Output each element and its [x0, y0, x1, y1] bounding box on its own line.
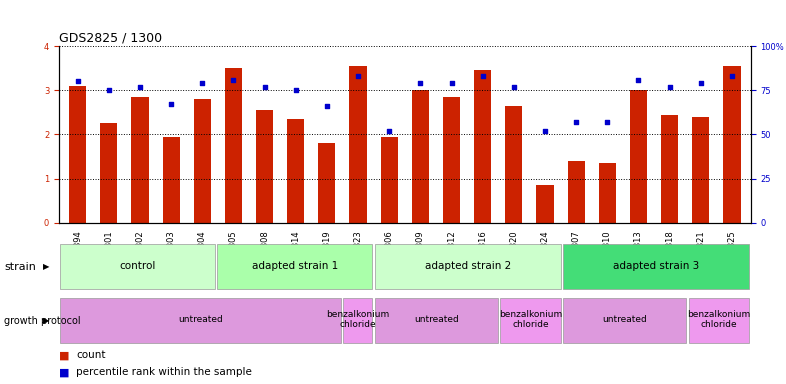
Bar: [501, 298, 560, 343]
Text: adapted strain 1: adapted strain 1: [252, 261, 338, 271]
Text: untreated: untreated: [414, 315, 458, 324]
Point: [102, 87, 115, 93]
Bar: [692, 117, 709, 223]
Point: [570, 119, 582, 125]
Bar: [564, 298, 686, 343]
Bar: [474, 70, 491, 223]
Point: [259, 84, 271, 90]
Text: count: count: [76, 350, 106, 360]
Point: [414, 80, 427, 86]
Text: untreated: untreated: [178, 315, 222, 324]
Point: [72, 78, 84, 84]
Text: benzalkonium
chloride: benzalkonium chloride: [499, 310, 562, 329]
Point: [196, 80, 208, 86]
Bar: [412, 90, 429, 223]
Point: [695, 80, 707, 86]
Bar: [375, 298, 498, 343]
Text: benzalkonium
chloride: benzalkonium chloride: [326, 310, 389, 329]
Bar: [218, 245, 372, 290]
Point: [725, 73, 738, 79]
Point: [476, 73, 489, 79]
Point: [321, 103, 333, 109]
Point: [134, 84, 146, 90]
Text: strain: strain: [4, 262, 36, 272]
Text: adapted strain 2: adapted strain 2: [424, 261, 511, 271]
Bar: [567, 161, 585, 223]
Point: [289, 87, 302, 93]
Bar: [61, 298, 340, 343]
Point: [632, 76, 645, 83]
Point: [227, 76, 240, 83]
Point: [445, 80, 457, 86]
Bar: [564, 245, 749, 290]
Text: ▶: ▶: [43, 316, 50, 325]
Point: [383, 128, 395, 134]
Bar: [225, 68, 242, 223]
Bar: [287, 119, 304, 223]
Bar: [380, 137, 398, 223]
Text: percentile rank within the sample: percentile rank within the sample: [76, 367, 252, 377]
Text: ■: ■: [59, 350, 69, 360]
Bar: [69, 86, 86, 223]
Bar: [536, 185, 553, 223]
Bar: [256, 110, 274, 223]
Point: [601, 119, 614, 125]
Bar: [343, 298, 372, 343]
Text: adapted strain 3: adapted strain 3: [613, 261, 700, 271]
Bar: [350, 66, 366, 223]
Bar: [443, 97, 460, 223]
Bar: [131, 97, 149, 223]
Bar: [505, 106, 523, 223]
Point: [508, 84, 520, 90]
Bar: [661, 114, 678, 223]
Text: untreated: untreated: [603, 315, 647, 324]
Text: benzalkonium
chloride: benzalkonium chloride: [688, 310, 751, 329]
Text: GDS2825 / 1300: GDS2825 / 1300: [59, 32, 162, 45]
Text: ▶: ▶: [43, 262, 50, 271]
Bar: [318, 143, 336, 223]
Bar: [61, 245, 215, 290]
Text: growth protocol: growth protocol: [4, 316, 80, 326]
Bar: [193, 99, 211, 223]
Point: [538, 128, 551, 134]
Bar: [163, 137, 180, 223]
Bar: [689, 298, 749, 343]
Point: [663, 84, 676, 90]
Text: control: control: [119, 261, 156, 271]
Bar: [599, 163, 616, 223]
Bar: [101, 123, 117, 223]
Bar: [723, 66, 740, 223]
Text: ■: ■: [59, 367, 69, 377]
Bar: [375, 245, 560, 290]
Point: [165, 101, 178, 108]
Bar: [630, 90, 647, 223]
Point: [352, 73, 365, 79]
